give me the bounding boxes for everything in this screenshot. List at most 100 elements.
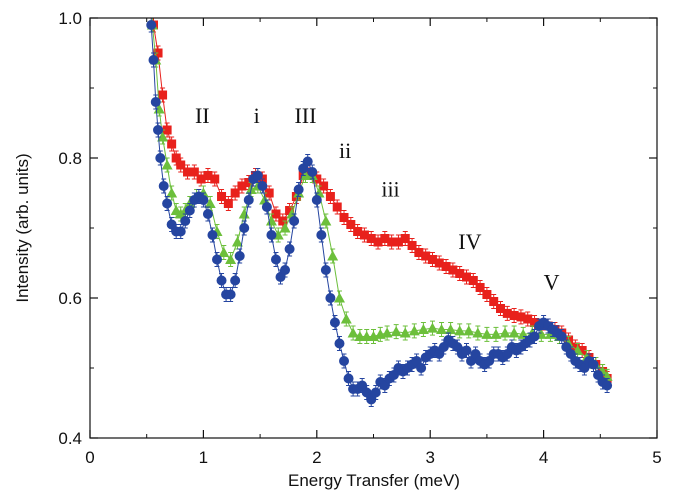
data-point-circle <box>461 345 472 356</box>
data-point-square <box>482 290 492 299</box>
data-point-square <box>359 230 369 240</box>
data-point-circle <box>280 265 291 275</box>
data-point-triangle <box>508 327 520 338</box>
data-point-circle <box>207 230 218 240</box>
data-point-square <box>489 297 499 306</box>
y-axis-title: Intensity (arb. units) <box>13 153 32 302</box>
data-point-triangle <box>454 325 466 336</box>
data-point-square <box>325 192 335 201</box>
series-layer <box>146 18 613 407</box>
data-point-square <box>373 237 383 247</box>
data-point-circle <box>284 244 295 254</box>
label-layer: Energy Transfer (meV) Intensity (arb. un… <box>13 153 460 490</box>
data-point-square <box>523 314 533 324</box>
data-point-triangle <box>265 215 277 226</box>
data-point-square <box>530 318 540 327</box>
data-point-circle <box>293 184 304 195</box>
data-point-circle <box>257 181 268 191</box>
data-point-triangle <box>340 313 352 324</box>
data-point-circle <box>252 170 263 181</box>
data-point-circle <box>556 331 567 342</box>
data-point-square <box>434 258 444 268</box>
data-point-circle <box>320 265 331 275</box>
data-point-square <box>414 248 424 257</box>
data-point-square <box>516 312 526 322</box>
data-point-square <box>475 283 485 292</box>
data-point-square <box>230 188 240 198</box>
data-point-square <box>502 308 512 318</box>
peak-label: iii <box>381 177 399 202</box>
data-point-square <box>237 181 247 191</box>
data-point-triangle <box>390 326 402 337</box>
x-tick-label: 0 <box>85 448 94 467</box>
data-point-triangle <box>463 325 475 336</box>
data-point-square <box>285 206 295 215</box>
data-point-square <box>509 311 519 320</box>
y-tick-label: 0.6 <box>58 289 82 308</box>
peak-label: IV <box>458 229 481 254</box>
data-point-square <box>387 237 397 247</box>
x-tick-label: 1 <box>199 448 208 467</box>
series-line-blue <box>150 24 608 401</box>
data-point-circle <box>162 198 173 209</box>
data-point-square <box>339 213 349 222</box>
data-point-square <box>217 192 227 201</box>
data-point-triangle <box>481 328 493 339</box>
peak-label: II <box>195 103 210 128</box>
series-blue <box>146 18 613 407</box>
data-point-circle <box>155 153 166 163</box>
data-point-triangle <box>417 324 429 334</box>
y-tick-label: 0.8 <box>58 149 82 168</box>
data-point-square <box>271 209 281 219</box>
data-point-triangle <box>231 236 243 247</box>
data-point-circle <box>602 380 613 391</box>
peak-label: ii <box>339 138 351 163</box>
data-point-circle <box>266 230 277 240</box>
y-tick-label: 0.4 <box>58 429 82 448</box>
data-point-circle <box>302 156 313 167</box>
data-point-triangle <box>327 250 339 261</box>
data-point-circle <box>311 195 322 205</box>
peak-label: V <box>544 270 560 295</box>
data-point-square <box>455 269 465 278</box>
data-point-square <box>210 174 220 184</box>
data-point-square <box>223 199 233 208</box>
data-point-triangle <box>426 322 438 333</box>
data-point-square <box>496 304 506 313</box>
data-point-circle <box>329 317 340 328</box>
data-point-circle <box>307 167 318 177</box>
data-point-square <box>380 234 390 243</box>
tick-layer: 0 1 2 3 4 5 0.4 0.6 0.8 1.0 <box>58 9 661 467</box>
data-point-square <box>461 272 471 282</box>
data-point-circle <box>325 293 336 303</box>
data-point-triangle <box>472 327 484 338</box>
data-point-triangle <box>445 324 457 334</box>
data-point-triangle <box>320 215 332 226</box>
data-point-circle <box>234 251 245 261</box>
data-point-circle <box>146 20 157 30</box>
data-point-square <box>441 262 451 271</box>
x-tick-label: 2 <box>312 448 321 467</box>
x-tick-label: 4 <box>539 448 548 467</box>
data-point-circle <box>334 338 345 349</box>
peak-label: III <box>294 103 316 128</box>
data-point-square <box>421 251 431 261</box>
data-point-circle <box>212 254 223 265</box>
data-point-triangle <box>204 198 216 208</box>
peak-label: i <box>254 103 260 128</box>
data-point-triangle <box>436 324 448 334</box>
data-point-circle <box>316 230 327 240</box>
data-point-circle <box>150 97 161 107</box>
data-point-circle <box>158 181 169 191</box>
data-point-triangle <box>408 325 420 336</box>
data-point-square <box>183 167 193 177</box>
data-point-circle <box>184 205 195 216</box>
data-point-square <box>366 234 376 243</box>
data-point-circle <box>343 373 354 384</box>
data-point-square <box>468 276 478 285</box>
data-point-circle <box>225 289 236 300</box>
data-point-circle <box>289 216 300 226</box>
data-point-triangle <box>161 159 173 170</box>
data-point-triangle <box>157 131 169 142</box>
